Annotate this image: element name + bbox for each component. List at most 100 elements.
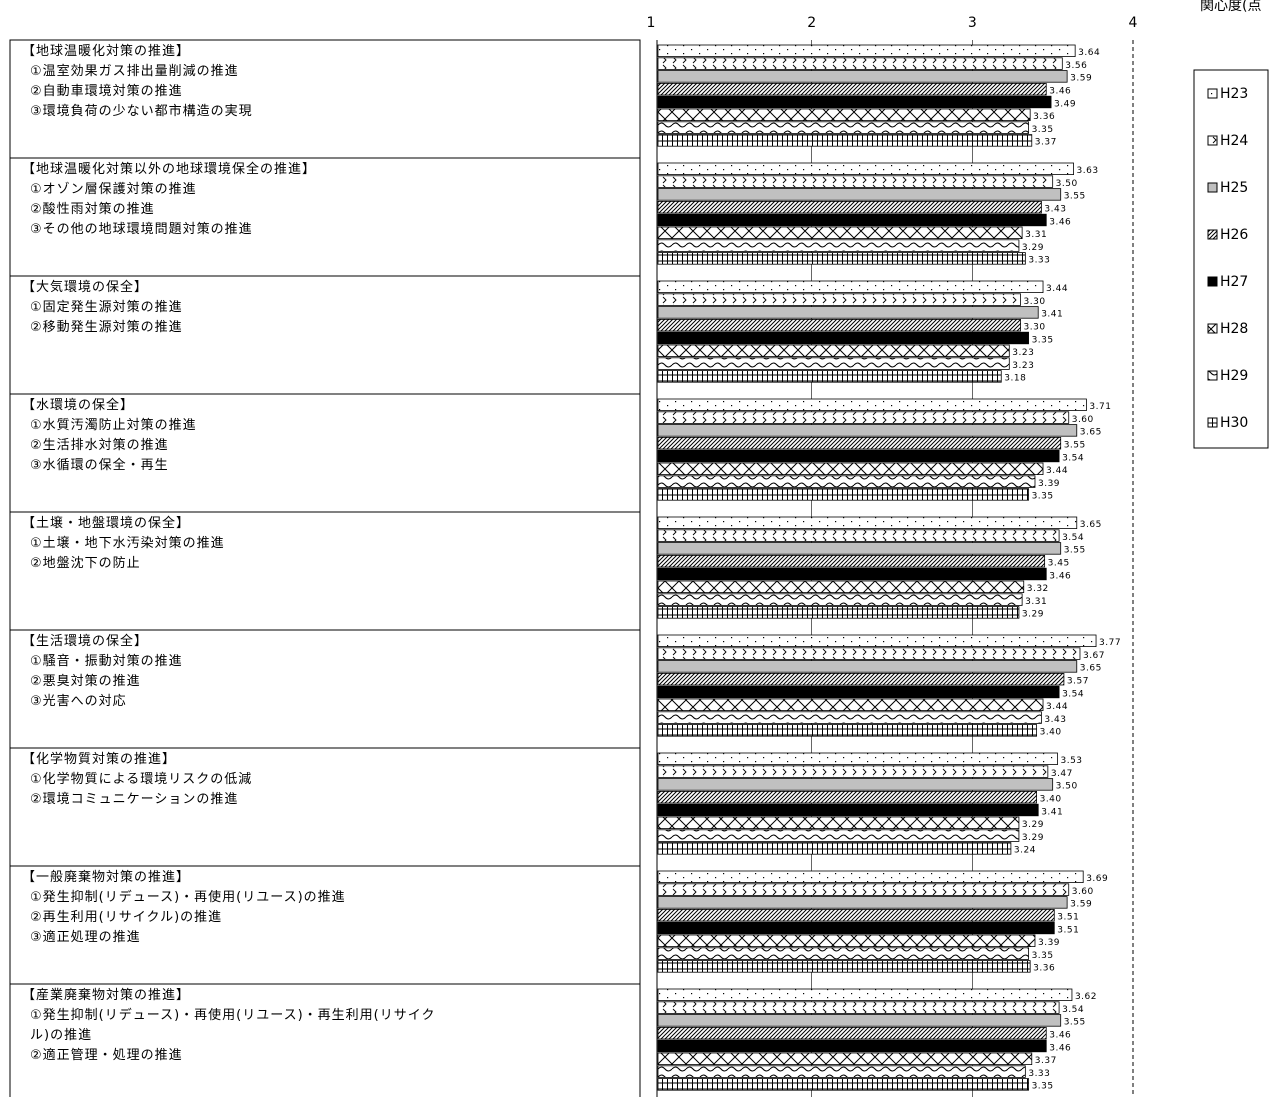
legend-box [1193, 69, 1269, 449]
data-label: 3.35 [1032, 1082, 1054, 1092]
category-title: 【生活環境の保全】 [22, 633, 148, 649]
data-label: 3.64 [1078, 48, 1100, 58]
data-label: 3.55 [1064, 546, 1086, 556]
data-label: 3.36 [1033, 964, 1055, 974]
legend: H23 H24 H25 H26 H27 H28 H29 H30 [1193, 69, 1269, 449]
data-label-list: 3.64 3.56 3.59 3.46 3.49 3.36 3.35 3.37 3.63 3.50… [1004, 48, 1121, 1092]
bar [657, 555, 1046, 568]
category-title: 【地球温暖化対策の推進】 [22, 43, 190, 59]
bar [657, 188, 1062, 201]
data-label: 3.32 [1027, 584, 1049, 594]
bar [657, 1027, 1047, 1040]
category-item: ①土壌・地下水汚染対策の推進 [30, 535, 225, 551]
bar [657, 462, 1044, 476]
bar [657, 634, 1097, 648]
bar [657, 934, 1036, 948]
bar [657, 108, 1031, 122]
legend-swatch [1207, 276, 1218, 287]
bar [657, 567, 1047, 581]
data-label: 3.43 [1044, 205, 1066, 215]
bar [657, 83, 1047, 96]
bar [657, 673, 1065, 686]
bar [657, 778, 1054, 791]
data-label: 3.39 [1038, 479, 1060, 489]
category-item: ②再生利用(リサイクル)の推進 [30, 910, 222, 925]
data-label: 3.77 [1099, 638, 1121, 648]
data-label: 3.54 [1062, 453, 1084, 463]
bar [657, 791, 1038, 804]
data-label: 3.45 [1048, 559, 1070, 569]
bar [657, 765, 1049, 778]
data-label: 3.41 [1041, 807, 1063, 817]
legend-label: H28 [1220, 321, 1248, 337]
legend-label: H26 [1220, 227, 1248, 243]
bar [657, 95, 1052, 109]
category-box [9, 983, 641, 1101]
bar [657, 711, 1042, 724]
bar [657, 606, 1020, 619]
bar [657, 816, 1020, 830]
data-label: 3.67 [1083, 651, 1105, 661]
x-tick-label: 4 [1129, 15, 1138, 31]
bar [657, 280, 1044, 294]
data-label: 3.46 [1049, 1031, 1071, 1041]
bar [657, 1014, 1062, 1027]
bar [657, 829, 1020, 842]
category-title: 【水環境の保全】 [22, 397, 134, 413]
data-label: 3.51 [1057, 925, 1079, 935]
data-label: 3.57 [1067, 677, 1089, 687]
bar [657, 1065, 1026, 1078]
category-item: ②移動発生源対策の推進 [30, 319, 183, 335]
bar [657, 803, 1039, 817]
category-item: ②環境コミュニケーションの推進 [30, 792, 238, 807]
bar [657, 516, 1078, 530]
category-item: ①化学物質による環境リスクの低減 [30, 771, 252, 787]
legend-label: H30 [1220, 415, 1248, 431]
data-label: 3.35 [1032, 951, 1054, 961]
category-item: ①騒音・振動対策の推進 [30, 653, 183, 669]
data-label: 3.63 [1077, 166, 1099, 176]
bar [657, 370, 1002, 383]
bar [657, 1039, 1047, 1053]
bar [657, 947, 1029, 960]
bar [657, 660, 1078, 673]
legend-label: H27 [1220, 274, 1248, 290]
bar [657, 724, 1038, 737]
data-label: 3.53 [1060, 756, 1082, 766]
data-label: 3.29 [1022, 820, 1044, 830]
data-label: 3.59 [1070, 74, 1092, 84]
bar [657, 870, 1084, 884]
bar [657, 226, 1023, 240]
bar [657, 162, 1074, 176]
category-section-list: 【地球温暖化対策の推進】 ①温室効果ガス排出量削減の推進 ②自動車環境対策の推進 ③環… [9, 39, 641, 1101]
data-label: 3.46 [1049, 571, 1071, 581]
data-label: 3.65 [1080, 428, 1102, 438]
data-label: 3.49 [1054, 99, 1076, 109]
category-title: 【大気環境の保全】 [22, 279, 148, 295]
legend-swatch [1207, 323, 1218, 334]
data-label: 3.59 [1070, 900, 1092, 910]
x-axis-title: 関心度(点 [1200, 0, 1261, 14]
data-label: 3.24 [1014, 846, 1036, 856]
category-item: ③光害への対応 [30, 693, 127, 709]
legend-label: H23 [1220, 86, 1248, 102]
bar [657, 896, 1068, 909]
category-item: ②酸性雨対策の推進 [30, 201, 155, 217]
category-item: ③水循環の保全・再生 [30, 457, 169, 473]
data-label: 3.55 [1064, 441, 1086, 451]
data-label: 3.29 [1022, 243, 1044, 253]
bar [657, 44, 1076, 58]
bar [657, 134, 1033, 147]
x-axis: 12345関心度(点 [647, 0, 1262, 31]
data-label: 3.54 [1062, 533, 1084, 543]
data-label: 3.30 [1024, 323, 1046, 333]
bar [657, 239, 1020, 252]
data-label: 3.44 [1046, 466, 1068, 476]
data-label: 3.44 [1046, 284, 1068, 294]
legend-label: H25 [1220, 180, 1248, 196]
bar [657, 883, 1070, 896]
legend-swatch [1207, 370, 1218, 381]
data-label: 3.46 [1049, 1043, 1071, 1053]
data-label: 3.60 [1072, 415, 1094, 425]
data-label: 3.35 [1032, 335, 1054, 345]
